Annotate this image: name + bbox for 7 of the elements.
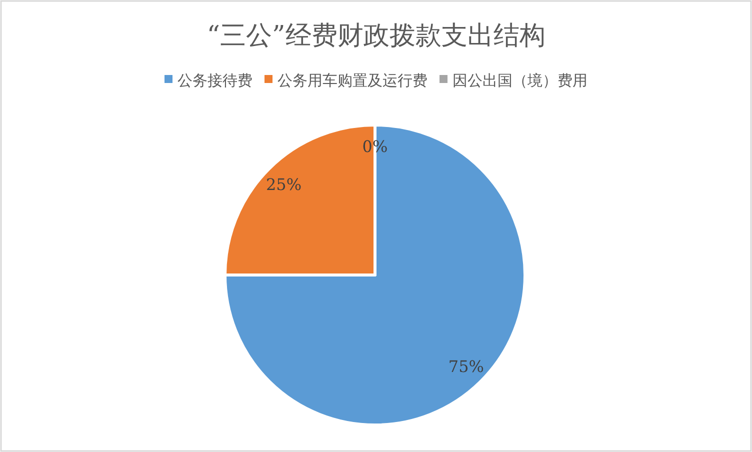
chart-title: “三公”经费财政拨款支出结构 xyxy=(206,21,546,51)
legend-label: 公务接待费 xyxy=(178,71,252,90)
data-label: 25% xyxy=(266,174,302,194)
legend-label: 因公出国（境）费用 xyxy=(452,71,588,90)
legend-label: 公务用车购置及运行费 xyxy=(278,71,428,90)
text: 0% xyxy=(362,137,388,156)
data-label: 75% xyxy=(448,357,484,376)
